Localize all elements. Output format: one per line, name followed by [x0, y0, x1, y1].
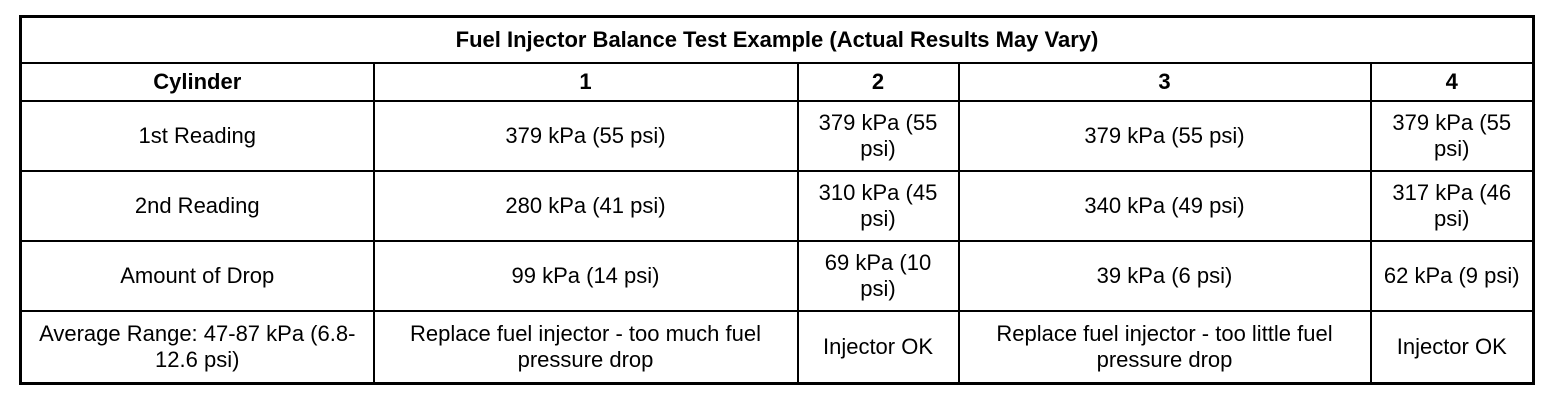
table-cell: 62 kPa (9 psi) — [1369, 240, 1535, 312]
table-cell: 310 kPa (45 psi) — [796, 170, 960, 242]
row-label: Amount of Drop — [19, 240, 375, 312]
column-header-3: 3 — [957, 62, 1372, 102]
table-cell: Replace fuel injector - too little fuel … — [957, 310, 1372, 385]
table-cell: 340 kPa (49 psi) — [957, 170, 1372, 242]
table-cell: 379 kPa (55 psi) — [957, 100, 1372, 172]
table-row: 1st Reading 379 kPa (55 psi) 379 kPa (55… — [19, 100, 1535, 172]
table-cell: 379 kPa (55 psi) — [796, 100, 960, 172]
table-cell: 69 kPa (10 psi) — [796, 240, 960, 312]
table-cell: 99 kPa (14 psi) — [372, 240, 799, 312]
table-cell: 379 kPa (55 psi) — [372, 100, 799, 172]
row-label: Average Range: 47-87 kPa (6.8-12.6 psi) — [19, 310, 375, 385]
fuel-injector-balance-test-table: Fuel Injector Balance Test Example (Actu… — [19, 15, 1535, 385]
table-cell: Injector OK — [796, 310, 960, 385]
table-cell: 39 kPa (6 psi) — [957, 240, 1372, 312]
column-header-cylinder: Cylinder — [19, 62, 375, 102]
table-cell: 280 kPa (41 psi) — [372, 170, 799, 242]
table-cell: 317 kPa (46 psi) — [1369, 170, 1535, 242]
table-cell: Injector OK — [1369, 310, 1535, 385]
table-row: Amount of Drop 99 kPa (14 psi) 69 kPa (1… — [19, 240, 1535, 312]
column-header-1: 1 — [372, 62, 799, 102]
column-header-2: 2 — [796, 62, 960, 102]
table-row: Average Range: 47-87 kPa (6.8-12.6 psi) … — [19, 310, 1535, 385]
table-title-row: Fuel Injector Balance Test Example (Actu… — [19, 15, 1535, 64]
table-cell: 379 kPa (55 psi) — [1369, 100, 1535, 172]
table-header-row: Cylinder 1 2 3 4 — [19, 62, 1535, 102]
table-row: 2nd Reading 280 kPa (41 psi) 310 kPa (45… — [19, 170, 1535, 242]
row-label: 2nd Reading — [19, 170, 375, 242]
table-title: Fuel Injector Balance Test Example (Actu… — [19, 15, 1535, 64]
table-cell: Replace fuel injector - too much fuel pr… — [372, 310, 799, 385]
column-header-4: 4 — [1369, 62, 1535, 102]
row-label: 1st Reading — [19, 100, 375, 172]
